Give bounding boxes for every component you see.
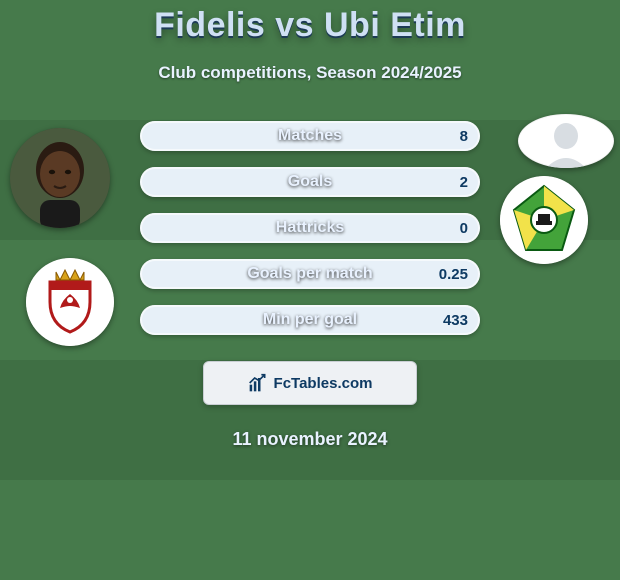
subtitle: Club competitions, Season 2024/2025 xyxy=(0,63,620,83)
stat-right-value: 0 xyxy=(460,220,468,237)
stat-label: Matches xyxy=(278,127,342,145)
stat-right-value: 0.25 xyxy=(439,266,468,283)
stat-row: Hattricks 0 xyxy=(140,213,480,243)
stat-row: Goals per match 0.25 xyxy=(140,259,480,289)
chart-icon xyxy=(248,373,268,393)
content: Fidelis vs Ubi Etim Club competitions, S… xyxy=(0,0,620,450)
date-text: 11 november 2024 xyxy=(0,429,620,450)
stat-row: Goals 2 xyxy=(140,167,480,197)
stat-label: Hattricks xyxy=(276,219,344,237)
brand-badge[interactable]: FcTables.com xyxy=(203,361,417,405)
stat-label: Goals xyxy=(288,173,332,191)
stat-row: Matches 8 xyxy=(140,121,480,151)
stat-label: Min per goal xyxy=(263,311,357,329)
stat-label: Goals per match xyxy=(247,265,372,283)
page-title: Fidelis vs Ubi Etim xyxy=(0,6,620,45)
stat-right-value: 433 xyxy=(443,312,468,329)
brand-label: FcTables.com xyxy=(274,375,373,392)
stats-list: Matches 8 Goals 2 Hattricks 0 Goals per match 0… xyxy=(140,121,480,335)
stat-right-value: 8 xyxy=(460,128,468,145)
stat-right-value: 2 xyxy=(460,174,468,191)
bg-stripe xyxy=(0,480,620,580)
stat-row: Min per goal 433 xyxy=(140,305,480,335)
